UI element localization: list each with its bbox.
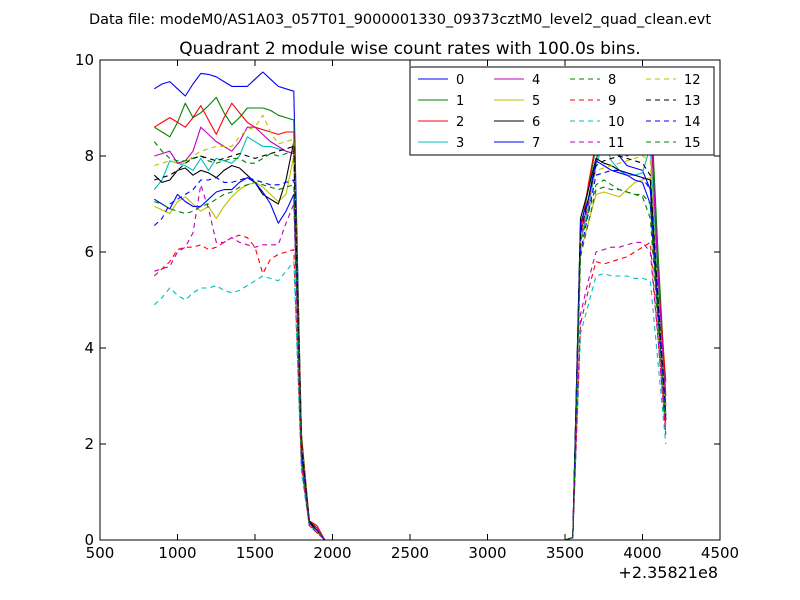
legend-label-9: 9 <box>608 94 616 109</box>
legend-label-11: 11 <box>608 136 625 151</box>
series-line-14 <box>153 169 667 540</box>
series-line-1 <box>154 93 667 540</box>
x-tick-label: 3000 <box>468 544 506 562</box>
series-line-4 <box>154 112 667 540</box>
legend-label-3: 3 <box>456 136 464 151</box>
x-tick-label: 3500 <box>546 544 584 562</box>
legend-label-8: 8 <box>608 73 616 88</box>
legend-label-7: 7 <box>532 136 540 151</box>
series-line-5 <box>154 155 667 540</box>
x-tick-label: 2500 <box>391 544 429 562</box>
legend-label-14: 14 <box>684 115 701 130</box>
axes: 500 1000 1500 2000 2500 3000 3500 4000 4500 0 2 4 6 8… <box>75 51 739 562</box>
x-tick-label: 2000 <box>313 544 351 562</box>
legend-label-6: 6 <box>532 115 540 130</box>
legend-label-12: 12 <box>684 73 701 88</box>
legend-label-1: 1 <box>456 94 464 109</box>
legend-label-0: 0 <box>456 73 464 88</box>
chart-title: Quadrant 2 module wise count rates with … <box>179 39 640 59</box>
y-tick-label: 6 <box>84 243 94 261</box>
x-tick-label: 4500 <box>701 544 739 562</box>
series-line-2 <box>154 97 667 540</box>
legend-label-13: 13 <box>684 94 701 109</box>
legend-label-15: 15 <box>684 136 701 151</box>
y-tick-label: 2 <box>84 435 94 453</box>
y-tick-label: 8 <box>84 147 94 165</box>
data-file-label: Data file: modeM0/AS1A03_057T01_90000013… <box>89 12 711 28</box>
series-line-13 <box>154 145 667 540</box>
x-tick-label: 500 <box>86 544 115 562</box>
series-layer <box>153 71 667 540</box>
legend-label-2: 2 <box>456 115 464 130</box>
series-line-9 <box>153 234 667 540</box>
series-line-10 <box>153 261 667 540</box>
legend-label-10: 10 <box>608 115 625 130</box>
x-tick-label: 1500 <box>236 544 274 562</box>
legend-box <box>409 66 715 156</box>
legend-label-4: 4 <box>532 73 540 88</box>
series-line-15 <box>154 181 667 540</box>
series-line-11 <box>154 184 667 540</box>
y-tick-label: 4 <box>84 339 94 357</box>
legend-label-5: 5 <box>532 94 540 109</box>
x-tick-label: 4000 <box>623 544 661 562</box>
x-offset-label: +2.35821e8 <box>618 563 718 582</box>
x-tick-label: 1000 <box>158 544 196 562</box>
y-tick-label: 0 <box>84 531 94 549</box>
y-tick-label: 10 <box>75 51 94 69</box>
